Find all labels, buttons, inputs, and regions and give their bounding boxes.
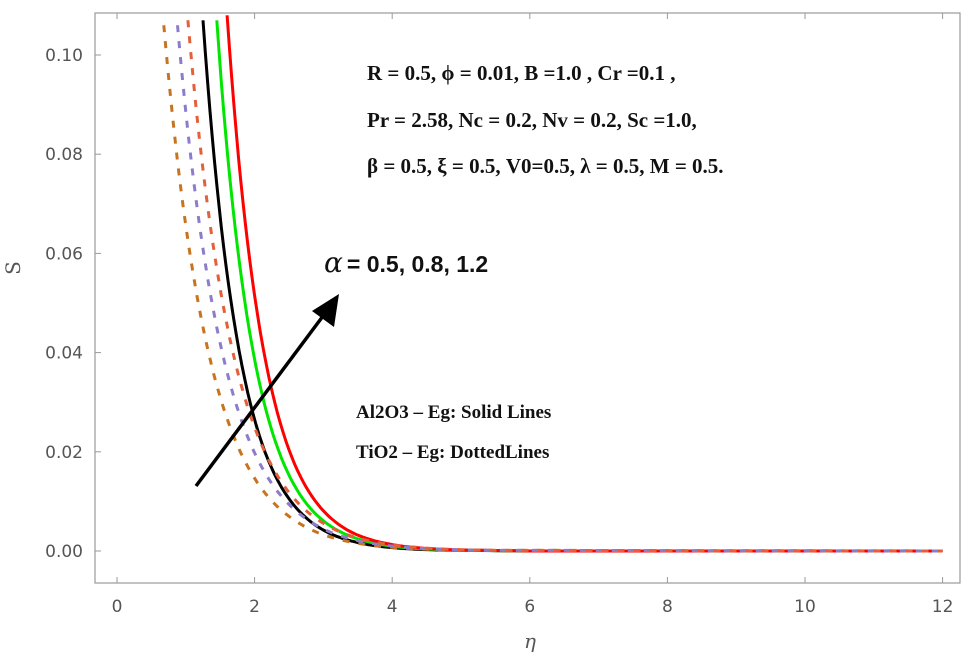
x-tick-label: 4 [387,597,398,617]
x-tick-label: 12 [932,597,954,617]
alpha-annotation: α = 0.5, 0.8, 1.2 [324,246,488,279]
series-group [162,15,943,553]
arrow-shaft [194,310,328,488]
x-tick-label: 8 [662,597,673,617]
ticks: 0 2 4 6 8 10 12 0.00 0.02 0.04 0.06 0.08 0.10 [45,13,953,617]
y-tick-label: 0.02 [45,443,83,463]
alpha-symbol: α [324,246,343,279]
arrow-head-icon [312,294,339,327]
param-line-1: R = 0.5, ϕ = 0.01, B =1.0 , Cr =0.1 , [367,61,676,85]
y-axis-label: S [1,261,25,275]
legend-dotted: TiO2 – Eg: DottedLines [356,442,549,463]
y-tick-label: 0.04 [45,344,83,364]
y-tick-label: 0.00 [45,542,83,562]
x-axis-label: η [524,629,536,653]
plot-frame [94,12,961,584]
x-tick-label: 6 [524,597,535,617]
legend-solid: Al2O3 – Eg: Solid Lines [356,402,551,423]
y-tick-label: 0.06 [45,244,83,264]
y-tick-label: 0.08 [45,145,83,165]
x-tick-label: 2 [249,597,260,617]
x-tick-label: 0 [112,597,123,617]
arrow [194,294,339,488]
param-line-3: β = 0.5, ξ = 0.5, V0=0.5, λ = 0.5, M = 0… [367,154,724,178]
y-tick-label: 0.10 [45,46,83,66]
alpha-values: = 0.5, 0.8, 1.2 [347,251,488,277]
series-line-tio2-eg-1-2 [186,20,943,553]
param-line-2: Pr = 2.58, Nc = 0.2, Nv = 0.2, Sc =1.0, [367,108,697,132]
x-tick-label: 10 [794,597,816,617]
series-line-tio2-eg-0-8 [176,25,943,553]
